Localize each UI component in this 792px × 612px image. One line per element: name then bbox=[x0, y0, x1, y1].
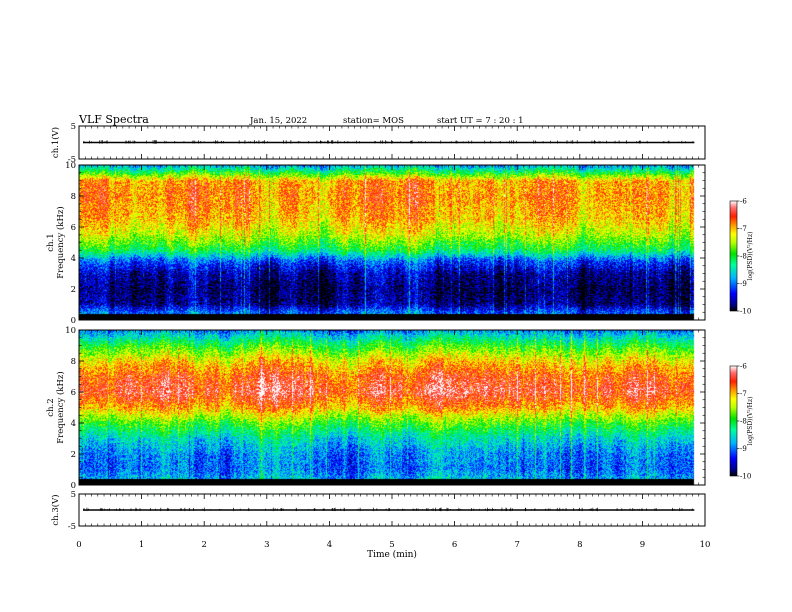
ch1-freq-tick-8: 8 bbox=[71, 192, 76, 202]
ch1-spectrogram-panel: ch.1Frequency (kHz) 0 2 4 6 8 10 -6 -7 -… bbox=[46, 161, 754, 326]
time-tick-7: 7 bbox=[514, 540, 519, 550]
ch2-freq-tick-8: 8 bbox=[71, 357, 76, 367]
time-tick-10: 10 bbox=[700, 540, 711, 550]
ch2-freq-tick-4: 4 bbox=[71, 419, 76, 429]
ch1-colorbar: -6 -7 -8 -9 -10 log(PSD)(V²/Hz) bbox=[729, 198, 754, 316]
ch1-colorbar-ticks bbox=[737, 200, 740, 312]
ch1-colorbar-tick-10: -10 bbox=[740, 308, 751, 316]
ch3-waveform-plot bbox=[83, 507, 695, 512]
time-tick-4: 4 bbox=[327, 540, 332, 550]
ylabel-channel: ch.1 bbox=[46, 233, 56, 251]
ch2-colorbar-scale bbox=[729, 365, 738, 477]
ch2-spectrogram-panel: ch.2Frequency (kHz) 0 2 4 6 8 10 -6 -7 -… bbox=[46, 326, 754, 491]
ch2-spectrogram-ticks bbox=[78, 329, 706, 486]
ch1-ytick-bottom: -5 bbox=[68, 155, 76, 165]
ch1-colorbar-tick-9: -9 bbox=[740, 280, 747, 288]
ch1-waveform-panel: ch.1(V) 5 -5 bbox=[50, 122, 706, 165]
ch1-freq-tick-0: 0 bbox=[71, 316, 76, 326]
ch1-waveform-ticks bbox=[78, 125, 706, 160]
ch2-colorbar-ticks bbox=[737, 365, 740, 477]
ch2-freq-tick-2: 2 bbox=[71, 450, 76, 460]
ch1-colorbar-scale bbox=[729, 200, 738, 312]
ch2-freq-tick-10: 10 bbox=[65, 326, 76, 336]
time-tick-0: 0 bbox=[76, 540, 81, 550]
ch1-ytick-top: 5 bbox=[71, 122, 76, 132]
ch3-waveform-ticks bbox=[78, 493, 706, 527]
time-axis: 0 1 2 3 4 5 6 7 8 9 10 Time (min) bbox=[76, 540, 710, 560]
ch2-spectrogram-image bbox=[79, 330, 705, 485]
ylabel-quantity: Frequency (kHz) bbox=[55, 206, 66, 278]
ch2-colorbar-tick-7: -7 bbox=[740, 390, 747, 398]
station-label: station= MOS bbox=[343, 116, 404, 126]
time-tick-1: 1 bbox=[139, 540, 144, 550]
ch1-colorbar-tick-8: -8 bbox=[740, 253, 747, 261]
start-time-label: start UT = 7 : 20 : 1 bbox=[437, 116, 524, 126]
ch2-colorbar-label: log(PSD)(V²/Hz) bbox=[747, 397, 754, 446]
time-axis-label: Time (min) bbox=[367, 549, 417, 560]
ch2-freq-tick-0: 0 bbox=[71, 481, 76, 491]
time-tick-3: 3 bbox=[264, 540, 269, 550]
ch2-colorbar-tick-10: -10 bbox=[740, 473, 751, 481]
ch2-colorbar-tick-6: -6 bbox=[740, 363, 747, 371]
ch1-freq-tick-4: 4 bbox=[71, 254, 76, 264]
ylabel-quantity: Frequency (kHz) bbox=[55, 371, 66, 443]
ch1-freq-tick-2: 2 bbox=[71, 285, 76, 295]
ch2-colorbar: -6 -7 -8 -9 -10 log(PSD)(V²/Hz) bbox=[729, 363, 754, 481]
ch3-ytick-top: 5 bbox=[71, 490, 76, 500]
ch1-waveform-plot bbox=[83, 140, 695, 144]
time-tick-5: 5 bbox=[389, 540, 394, 550]
ch2-freq-tick-6: 6 bbox=[71, 388, 76, 398]
ch1-spectrogram-image bbox=[79, 165, 705, 320]
time-tick-9: 9 bbox=[640, 540, 645, 550]
date-label: Jan. 15, 2022 bbox=[249, 116, 307, 126]
ch3-waveform-ylabel: ch.3(V) bbox=[50, 494, 61, 525]
ylabel-channel: ch.2 bbox=[46, 398, 56, 416]
ch1-colorbar-tick-6: -6 bbox=[740, 198, 747, 206]
ch1-spectrogram-ticks bbox=[78, 164, 706, 321]
ch3-waveform-panel: ch.3(V) 5 -5 bbox=[50, 490, 706, 532]
ch3-ytick-bottom: -5 bbox=[68, 522, 76, 532]
ch1-spectrogram-ylabel: ch.1Frequency (kHz) bbox=[46, 206, 66, 278]
ch1-freq-tick-10: 10 bbox=[65, 161, 76, 171]
figure-title: VLF Spectra bbox=[78, 113, 149, 126]
ch1-freq-tick-6: 6 bbox=[71, 223, 76, 233]
ch1-colorbar-label: log(PSD)(V²/Hz) bbox=[747, 232, 754, 281]
ch2-colorbar-tick-8: -8 bbox=[740, 418, 747, 426]
ch1-waveform-ylabel: ch.1(V) bbox=[50, 127, 61, 158]
ch2-spectrogram-ylabel: ch.2Frequency (kHz) bbox=[46, 371, 66, 443]
time-tick-2: 2 bbox=[201, 540, 206, 550]
ch1-colorbar-tick-7: -7 bbox=[740, 225, 747, 233]
ch2-colorbar-tick-9: -9 bbox=[740, 445, 747, 453]
time-tick-6: 6 bbox=[452, 540, 457, 550]
time-tick-8: 8 bbox=[577, 540, 582, 550]
